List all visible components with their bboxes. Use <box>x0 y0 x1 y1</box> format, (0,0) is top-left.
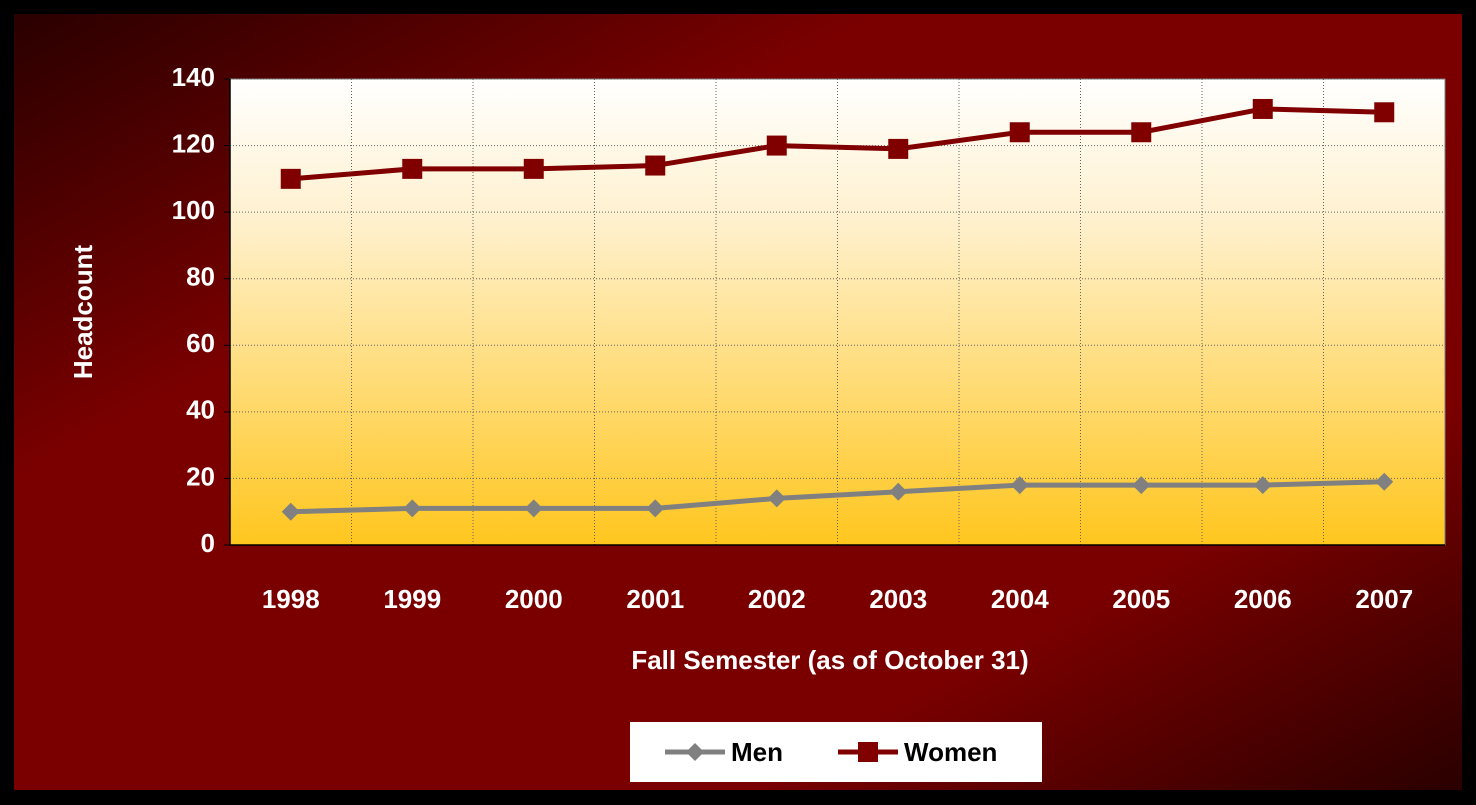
series-line <box>290 479 1385 515</box>
x-axis-title: Fall Semester (as of October 31) <box>631 645 1028 675</box>
point <box>1009 122 1030 143</box>
x-tick-label: 2004 <box>991 584 1049 614</box>
x-tick-label: 2007 <box>1355 584 1413 614</box>
legend-label: Women <box>904 737 997 767</box>
point <box>1253 476 1272 495</box>
x-tick-label: 2001 <box>626 584 684 614</box>
x-tick-label: 2003 <box>869 584 927 614</box>
point <box>889 482 908 501</box>
legend-marker <box>858 742 878 762</box>
point <box>403 499 422 518</box>
point <box>1132 476 1151 495</box>
point <box>524 499 543 518</box>
x-tick-label: 1999 <box>383 584 441 614</box>
point <box>645 155 666 176</box>
legend-marker <box>686 743 704 761</box>
point <box>646 499 665 518</box>
point <box>523 158 544 179</box>
point <box>280 168 301 189</box>
x-tick-label: 2000 <box>505 584 563 614</box>
point <box>1374 102 1395 123</box>
y-axis-title: Headcount <box>68 244 98 379</box>
y-tick-label: 120 <box>172 128 215 158</box>
y-tick-label: 40 <box>186 395 215 425</box>
point <box>281 502 300 521</box>
plot-area <box>229 78 1446 546</box>
point <box>402 158 423 179</box>
y-tick-label: 140 <box>172 62 215 92</box>
point <box>888 138 909 159</box>
y-tick-label: 60 <box>186 328 215 358</box>
y-tick-label: 0 <box>201 528 215 558</box>
point <box>1010 476 1029 495</box>
point <box>1252 98 1273 119</box>
legend-label: Men <box>731 737 783 767</box>
x-tick-label: 1998 <box>262 584 320 614</box>
x-tick-label: 2005 <box>1112 584 1170 614</box>
point <box>1375 472 1394 491</box>
point <box>1131 122 1152 143</box>
point <box>766 135 787 156</box>
x-tick-label: 2002 <box>748 584 806 614</box>
x-tick-label: 2006 <box>1234 584 1292 614</box>
y-tick-label: 20 <box>186 461 215 491</box>
y-tick-label: 80 <box>186 262 215 292</box>
y-tick-label: 100 <box>172 195 215 225</box>
series-line <box>290 106 1385 182</box>
point <box>767 489 786 508</box>
